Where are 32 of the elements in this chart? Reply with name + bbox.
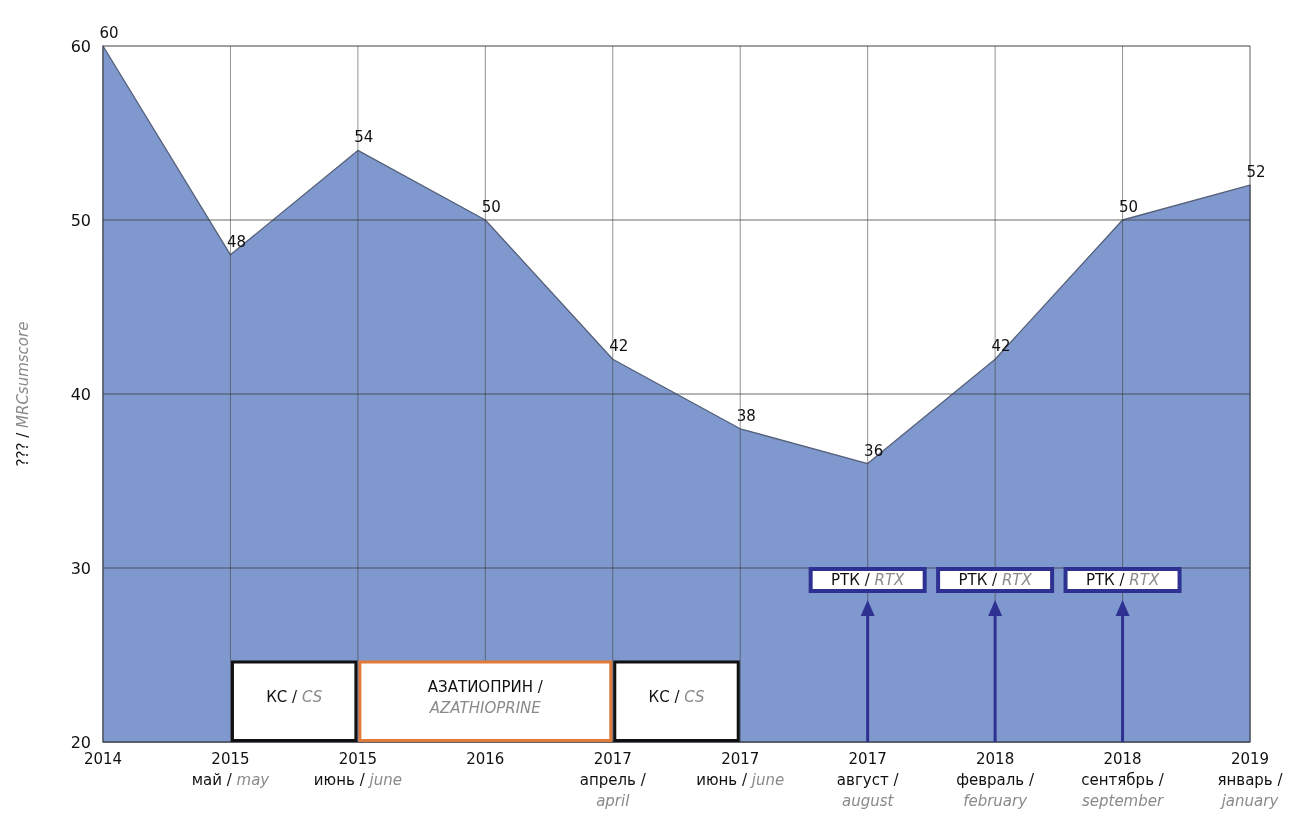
y-tick-label: 40	[70, 385, 91, 404]
x-tick-label: 2017 август / august	[836, 750, 900, 810]
x-tick-label: 2017 апрель / april	[579, 750, 647, 810]
y-tick-label: 20	[70, 733, 91, 752]
x-tick-label: 2018 сентябрь / september	[1081, 750, 1165, 810]
data-label: 38	[736, 406, 756, 425]
y-tick-label: 50	[70, 211, 91, 230]
data-label: 50	[1119, 198, 1139, 216]
data-label: 42	[609, 337, 629, 356]
data-label: 42	[991, 337, 1011, 356]
ref-line-label: РТК / RTX	[958, 571, 1033, 589]
data-label: 50	[481, 198, 501, 216]
ref-line-label: РТК / RTX	[1085, 571, 1160, 589]
ref-line-label: РТК / RTX	[831, 571, 906, 589]
data-label: 60	[99, 24, 119, 42]
x-tick-label: 2018 февраль / february	[956, 750, 1035, 810]
band-label: АЗАТИОПРИН / AZATHIOPRINE	[427, 678, 544, 717]
x-tick-label: 2015 июнь / june	[313, 750, 402, 789]
x-tick-label: 2019 январь / january	[1217, 750, 1284, 810]
y-tick-label: 60	[70, 37, 91, 56]
y-axis-title: ??? / MRCsumscore	[14, 321, 32, 467]
data-label: 36	[864, 441, 884, 460]
x-tick-label: 2016	[466, 750, 505, 768]
x-tick-label: 2017 июнь / june	[696, 750, 785, 789]
data-label: 48	[226, 232, 246, 251]
band-label: КС / CS	[648, 688, 705, 706]
data-label: 54	[354, 128, 374, 147]
band-label: КС / CS	[266, 688, 323, 706]
x-tick-label: 2015 май / may	[191, 750, 271, 789]
x-tick-label: 2014	[83, 750, 123, 768]
y-tick-label: 30	[70, 559, 91, 578]
data-label: 52	[1246, 163, 1266, 182]
